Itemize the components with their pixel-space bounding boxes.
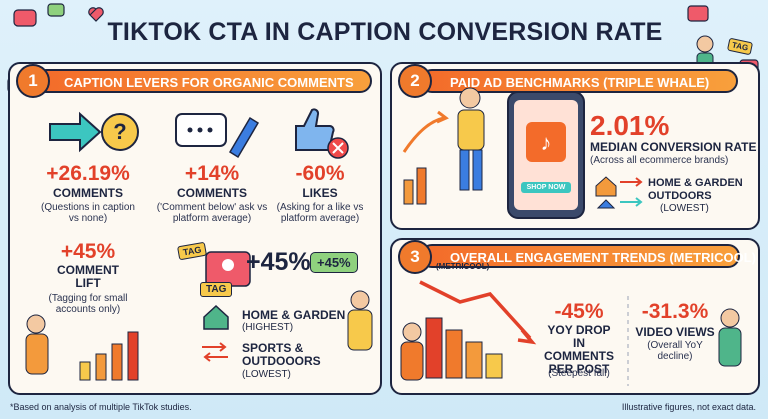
panel-number: 2 [398,64,432,98]
stat-value: +26.19% [46,162,130,185]
page-title: TIKTOK CTA IN CAPTION CONVERSION RATE [107,18,663,46]
category-note: (LOWEST) [660,203,709,214]
category-note: (HIGHEST) [242,322,294,333]
category-name: OUTDOORS [648,190,712,202]
stat-value: 2.01% [590,110,670,141]
panel-number: 1 [16,64,50,98]
stat-label: YOY DROP IN COMMENTS PER POST [544,323,614,376]
svg-text:♪: ♪ [541,130,552,155]
stat-note: (Asking for a like vs platform average) [276,202,364,224]
stat-note: (Steepest fall) [548,368,610,379]
stat-label: COMMENTS [53,186,123,200]
panel-title: OVERALL ENGAGEMENT TRENDS (METRICOOL) [420,244,756,268]
stat-value: -45% [554,300,604,323]
panel-subtitle: (METRICOOL) [436,262,490,271]
panel-number: 3 [398,240,432,274]
stat-value: +45% [60,240,116,263]
stat-value: +14% [184,162,240,185]
category-name: HOME & GARDEN [648,177,743,189]
footer-note: Illustrative figures, not exact data. [621,402,756,412]
svg-text:?: ? [113,119,126,144]
panel-illustrations: ? [25,108,373,381]
stat-value: -31.3% [641,300,709,323]
stat-note: (Questions in caption vs none) [41,202,135,224]
tag-lift: +45% [246,248,311,276]
stat-label: LIKES [302,186,338,200]
stat-label: VIDEO VIEWS [635,325,715,339]
stat-label: COMMENT LIFT [57,263,119,290]
stat-label: MEDIAN CONVERSION RATE [590,140,757,154]
stat-label: COMMENTS [177,186,247,200]
stat-note: (Overall YoY decline) [647,340,703,362]
category-note: (LOWEST) [242,369,291,380]
stat-value: -60% [295,162,345,185]
footer-note: *Based on analysis of multiple TikTok st… [10,402,192,412]
category-name: HOME & GARDEN [242,308,346,322]
stat-note: (Across all ecommerce brands) [590,155,729,166]
panel-title: PAID AD BENCHMARKS (TRIPLE WHALE) [420,69,738,93]
panel-illustrations [400,280,742,386]
panel-title: CAPTION LEVERS FOR ORGANIC COMMENTS [34,69,372,93]
shop-button: SHOP NOW [521,182,571,193]
category-name: SPORTS & OUTDOOORS [242,341,321,368]
stat-note: (Tagging for small accounts only) [48,293,128,315]
stat-note: ('Comment below' ask vs platform average… [156,202,268,224]
tag-lift-badge: +45% [310,252,358,273]
tag-label: TAG [200,282,233,297]
